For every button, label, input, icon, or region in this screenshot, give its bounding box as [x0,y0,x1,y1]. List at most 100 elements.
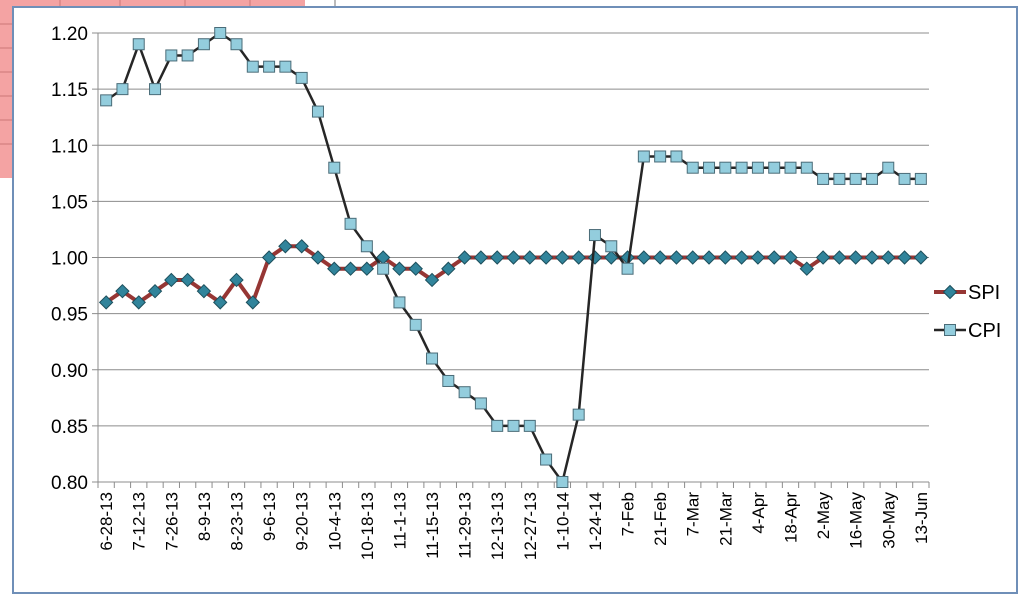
spi-point [473,250,489,265]
cpi-point [181,49,194,62]
spi-point [212,295,228,310]
x-tick-label: 21-Feb [651,492,670,546]
y-tick-label: 1.20 [51,24,88,45]
cpi-point [605,240,618,253]
x-tick-label: 7-Mar [684,492,703,537]
x-tick-label: 30-May [879,492,898,549]
spi-series [98,239,929,310]
spi-point [897,250,912,265]
x-tick-label: 4-Apr [749,492,768,534]
x-tick-label: 12-13-13 [488,492,507,560]
spi-point [98,295,114,310]
cpi-point [751,161,764,174]
spi-point [832,250,847,265]
spi-point [864,250,880,265]
cpi-point [409,318,422,331]
x-axis-ticks: 6-28-13 7-12-13 7-26-13 8-9-13 8-23-13 9-6-13… [97,482,931,560]
x-tick-label: 11-15-13 [423,492,442,559]
legend-label: CPI [968,320,1001,342]
spi-point [718,250,733,265]
cpi-point [295,71,308,84]
cpi-point [914,172,927,185]
cpi-point [849,172,862,185]
spi-point [441,261,456,276]
spi-point [571,250,586,265]
spi-point [392,261,407,276]
cpi-point [279,60,292,73]
cpi-point [556,476,569,488]
spi-point [489,250,505,265]
cpi-point [214,27,227,39]
line-chart: 0.80 0.85 0.90 0.95 1.00 1.05 1.10 1.15 1.20 6-2… [51,24,1001,560]
cpi-point [116,83,129,96]
cpi-point [344,217,357,230]
legend-item-cpi[interactable]: CPI [934,320,1001,342]
spi-point [913,250,929,265]
cpi-point [377,262,390,275]
spi-point [196,283,212,299]
x-tick-label: 9-6-13 [260,492,279,541]
x-tick-label: 1-24-14 [586,492,605,551]
y-tick-label: 1.00 [51,249,88,270]
x-tick-label: 12-27-13 [521,492,540,560]
x-tick-label: 8-9-13 [195,492,214,541]
spi-point [131,295,146,310]
y-tick-label: 0.90 [51,361,88,382]
cpi-series [100,27,927,488]
x-tick-label: 18-Apr [782,492,801,543]
spi-point [555,250,570,265]
cpi-point [360,240,373,253]
spi-point [229,272,244,288]
cpi-point [865,172,878,185]
cpi-point [572,408,585,421]
spi-point [587,250,603,265]
spi-point [881,250,896,265]
x-tick-label: 6-28-13 [97,492,116,551]
cpi-point [523,419,536,432]
spi-point [424,272,440,288]
x-tick-label: 7-26-13 [162,492,181,551]
cpi-point [197,38,210,51]
spi-point [327,261,342,276]
cpi-point [817,172,830,185]
spi-point [538,250,554,265]
x-tick-label: 2-May [814,492,833,540]
spi-point [815,250,831,265]
spi-point [848,250,863,265]
spi-point [604,250,619,265]
cpi-point [230,38,243,51]
spi-point [734,250,749,265]
cpi-point [654,150,667,163]
x-tick-label: 10-18-13 [358,492,377,560]
chart-area[interactable]: 0.80 0.85 0.90 0.95 1.00 1.05 1.10 1.15 1.20 6-2… [12,6,1018,594]
spi-point [750,250,766,265]
spi-point [147,283,163,299]
spi-point [261,250,277,265]
spi-point [522,250,538,265]
cpi-point [898,172,911,185]
spi-point [180,272,195,288]
x-tick-label: 9-20-13 [293,492,312,551]
cpi-point [246,60,259,73]
x-tick-label: 11-1-13 [390,492,409,549]
spi-point [343,261,358,276]
cpi-point [491,419,504,432]
spi-point [799,261,815,276]
spi-point [783,250,798,265]
legend-spi-point [942,284,958,300]
legend[interactable]: SPI CPI [934,282,1001,342]
x-tick-label: 10-4-13 [325,492,344,551]
spi-point [701,250,717,265]
x-tick-label: 13-Jun [912,492,931,544]
spi-point [457,250,472,265]
x-tick-label: 11-29-13 [456,492,475,559]
x-tick-label: 7-12-13 [130,492,149,551]
legend-item-spi[interactable]: SPI [934,282,1000,304]
y-tick-label: 1.15 [51,80,88,101]
cpi-point [686,161,699,174]
cpi-point [833,172,846,185]
cpi-point [328,161,341,174]
cpi-point [735,161,748,174]
cpi-point [458,386,471,399]
cpi-point [507,419,520,432]
